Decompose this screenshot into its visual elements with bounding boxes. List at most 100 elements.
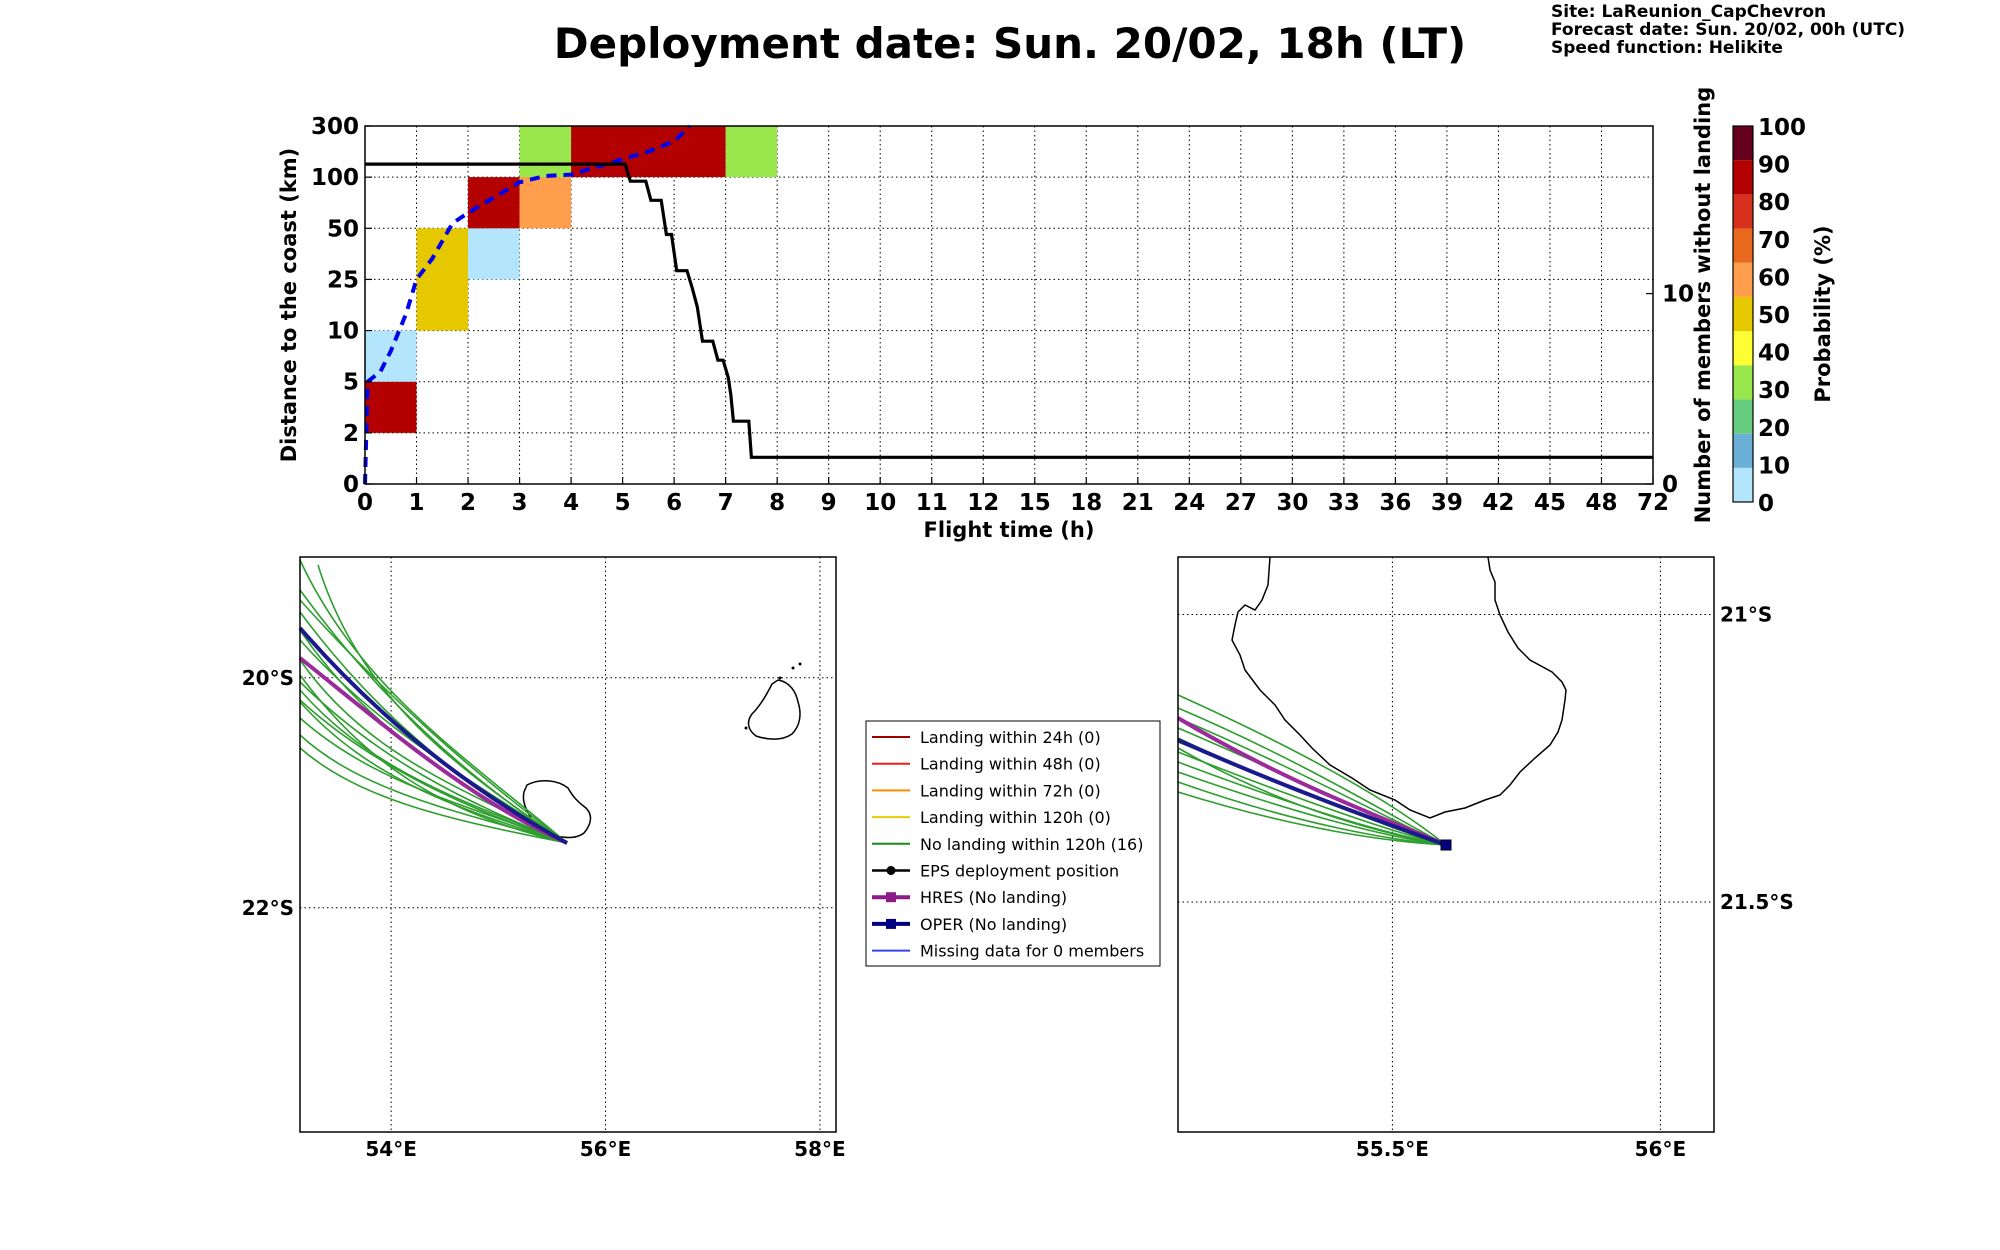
x-tick-label: 11: [916, 490, 948, 516]
legend-label: OPER (No landing): [920, 915, 1067, 934]
longitude-tick-label: 54°E: [365, 1137, 417, 1161]
latitude-tick-label: 22°S: [242, 896, 294, 920]
colorbar-tick-label: 80: [1758, 190, 1790, 216]
x-tick-label: 7: [718, 490, 734, 516]
ensemble-trajectory: [1177, 694, 1447, 846]
x-tick-label: 27: [1225, 490, 1257, 516]
legend-entry: HRES (No landing): [872, 888, 1067, 907]
colorbar-tick-label: 60: [1758, 265, 1790, 291]
islet-dot: [744, 726, 748, 730]
colorbar-segment: [1733, 194, 1753, 229]
ensemble-trajectory: [299, 611, 568, 844]
y-tick-label: 25: [327, 267, 359, 293]
longitude-tick-label: 56°E: [580, 1137, 632, 1161]
probability-cell: [519, 126, 572, 178]
legend-entry: EPS deployment position: [872, 862, 1119, 881]
x-tick-label: 18: [1070, 490, 1102, 516]
colorbar-frame: [1732, 125, 1754, 503]
probability-cell: [468, 228, 520, 280]
forecast-label: Forecast date: Sun. 20/02, 00h (UTC): [1551, 20, 1905, 40]
y-tick-label: 0: [343, 472, 359, 498]
top-chart-series: [363, 124, 1653, 485]
speed-function-label: Speed function: Helikite: [1551, 38, 1783, 58]
legend-label: HRES (No landing): [920, 888, 1067, 907]
probability-cell: [519, 177, 572, 229]
oper-trajectory: [1177, 738, 1447, 847]
probability-cell: [365, 330, 417, 382]
x-tick-label: 10: [864, 490, 896, 516]
x-tick-label: 39: [1431, 490, 1463, 516]
legend-label: Landing within 24h (0): [920, 728, 1101, 747]
x-tick-label: 48: [1585, 490, 1617, 516]
colorbar-label: Probability (%): [1811, 225, 1835, 402]
ensemble-trajectory: [299, 747, 568, 844]
islet-dot: [778, 676, 782, 680]
colorbar-tick-label: 50: [1758, 303, 1790, 329]
ensemble-trajectory: [1177, 707, 1447, 846]
colorbar-segment: [1733, 331, 1753, 366]
colorbar-segment: [1733, 296, 1753, 332]
x-tick-label: 30: [1276, 490, 1308, 516]
legend-marker: [886, 892, 896, 903]
y-axis-label: Distance to the coast (km): [277, 148, 301, 463]
x-tick-label: 21: [1122, 490, 1154, 516]
y-tick-label: 2: [343, 421, 359, 447]
reunion-coastline-zoom: [1231, 556, 1567, 819]
ensemble-trajectory: [1177, 771, 1447, 846]
ensemble-trajectory: [299, 681, 568, 844]
map-left-trajectories: [298, 559, 568, 845]
top-chart-grid: [365, 126, 1653, 484]
map-left-coastlines: [522, 662, 802, 839]
x-tick-label: 5: [615, 490, 631, 516]
legend-entry: Landing within 24h (0): [872, 728, 1101, 747]
colorbar-tick-label: 90: [1758, 153, 1790, 179]
x-tick-label: 72: [1637, 490, 1669, 516]
ensemble-trajectory: [299, 589, 568, 844]
reunion-coastline: [522, 780, 592, 839]
deployment-marker: [1440, 839, 1452, 851]
ensemble-trajectory: [1177, 747, 1447, 846]
legend-marker: [886, 918, 896, 929]
legend-marker: [886, 866, 896, 875]
map-right-ticks: 55.5°E 56°E 21°S 21.5°S: [1356, 603, 1794, 1162]
x-tick-label: 12: [967, 490, 999, 516]
x-tick-label: 36: [1379, 490, 1411, 516]
map-left-ticks: 54°E 56°E 58°E 20°S 22°S: [242, 666, 846, 1161]
x-tick-label: 8: [769, 490, 785, 516]
legend-label: Missing data for 0 members: [920, 942, 1144, 961]
mauritius-coastline: [747, 679, 801, 740]
y2-axis-label: Number of members without landing: [1691, 87, 1715, 524]
colorbar-tick-label: 70: [1758, 228, 1790, 254]
x-tick-label: 2: [460, 490, 476, 516]
legend-label: Landing within 120h (0): [920, 808, 1111, 827]
longitude-tick-label: 56°E: [1635, 1137, 1687, 1161]
islet-dot: [798, 662, 802, 666]
colorbar-tick-label: 100: [1758, 115, 1806, 141]
site-label: Site: LaReunion_CapChevron: [1551, 2, 1826, 22]
latitude-tick-label: 21.5°S: [1720, 890, 1794, 914]
legend: Landing within 24h (0) Landing within 48h…: [865, 720, 1161, 967]
ensemble-trajectory: [1177, 781, 1447, 846]
hres-trajectory: [298, 656, 568, 845]
x-tick-label: 45: [1534, 490, 1566, 516]
map-right: 55.5°E 56°E 21°S 21.5°S: [1176, 556, 1794, 1162]
legend-entry: Landing within 72h (0): [872, 781, 1101, 800]
top-chart-frame: [364, 125, 1654, 485]
x-tick-label: 15: [1019, 490, 1051, 516]
ensemble-trajectory: [1177, 791, 1447, 846]
x-tick-label: 3: [512, 490, 528, 516]
map-right-grid: [1178, 557, 1714, 1132]
colorbar: 0 10 20 30 40 50 60 70 80 90 100 Probability (%): [1732, 115, 1835, 517]
colorbar-segment: [1733, 160, 1753, 195]
x-tick-label: 33: [1328, 490, 1360, 516]
probability-cell: [365, 381, 417, 433]
colorbar-ticks: 0 10 20 30 40 50 60 70 80 90 100: [1758, 115, 1806, 517]
ensemble-trajectory: [299, 699, 568, 844]
longitude-tick-label: 55.5°E: [1356, 1137, 1429, 1161]
colorbar-segment: [1733, 365, 1753, 400]
legend-entry: Landing within 120h (0): [872, 808, 1111, 827]
y2-tick-labels: 0 10: [1646, 282, 1694, 498]
map-left: 54°E 56°E 58°E 20°S 22°S: [242, 556, 846, 1161]
